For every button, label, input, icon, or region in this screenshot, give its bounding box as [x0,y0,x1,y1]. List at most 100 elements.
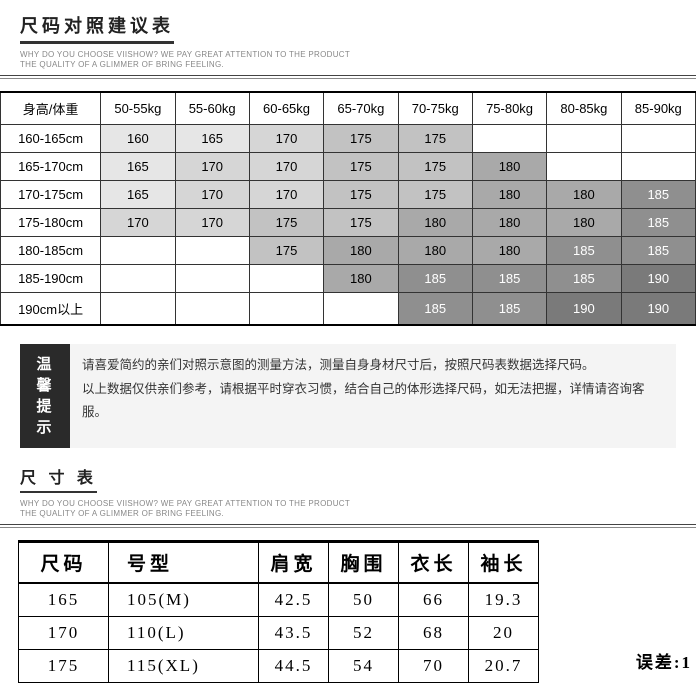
weight-header: 65-70kg [324,92,398,125]
size-subtitle: WHY DO YOU CHOOSE VIISHOW? WE PAY GREAT … [20,499,696,520]
rec-cell [621,152,695,180]
size-cell: 42.5 [259,583,329,617]
rec-cell: 180 [398,236,472,264]
size-cell: 19.3 [469,583,539,617]
size-cell: 110(L) [109,616,259,649]
rec-cell: 170 [101,208,175,236]
rec-cell: 170 [249,180,323,208]
size-cell: 70 [399,649,469,682]
weight-header: 80-85kg [547,92,621,125]
size-header-cell: 号型 [109,541,259,583]
rec-cell: 180 [472,208,546,236]
size-cell: 43.5 [259,616,329,649]
weight-header: 85-90kg [621,92,695,125]
size-header-cell: 衣长 [399,541,469,583]
rec-cell: 170 [249,124,323,152]
rec-cell [472,124,546,152]
rec-cell: 185 [398,264,472,292]
rec-cell: 185 [547,264,621,292]
rec-cell [324,292,398,325]
tip-box: 温馨提示 请喜爱简约的亲们对照示意图的测量方法，测量自身身材尺寸后，按照尺码表数… [20,344,676,448]
height-header: 170-175cm [1,180,101,208]
rec-cell: 165 [175,124,249,152]
rec-cell: 190 [547,292,621,325]
rec-cell: 170 [175,180,249,208]
rec-cell: 175 [249,236,323,264]
rec-subtitle: WHY DO YOU CHOOSE VIISHOW? WE PAY GREAT … [20,50,696,71]
rec-cell [175,292,249,325]
size-header-cell: 尺码 [19,541,109,583]
rec-cell: 170 [175,152,249,180]
size-cell: 20.7 [469,649,539,682]
size-cell: 66 [399,583,469,617]
rec-cell: 175 [324,124,398,152]
rec-cell: 190 [621,292,695,325]
rec-cell: 180 [472,152,546,180]
recommendation-table: 身高/体重50-55kg55-60kg60-65kg65-70kg70-75kg… [0,91,696,326]
rec-cell [101,292,175,325]
rec-cell: 175 [324,180,398,208]
divider [0,75,696,76]
rec-cell: 185 [621,180,695,208]
weight-header: 60-65kg [249,92,323,125]
rec-cell: 165 [101,180,175,208]
weight-header: 75-80kg [472,92,546,125]
rec-cell: 185 [547,236,621,264]
rec-cell: 175 [398,180,472,208]
size-cell: 54 [329,649,399,682]
size-table: 尺码号型肩宽胸围衣长袖长165105(M)42.5506619.3170110(… [18,540,539,683]
size-cell: 175 [19,649,109,682]
rec-cell: 180 [547,208,621,236]
height-header: 160-165cm [1,124,101,152]
rec-cell: 180 [472,180,546,208]
height-header: 185-190cm [1,264,101,292]
tip-label: 温馨提示 [20,344,70,448]
size-cell: 170 [19,616,109,649]
tip-text: 请喜爱简约的亲们对照示意图的测量方法，测量自身身材尺寸后，按照尺码表数据选择尺码… [70,344,676,448]
size-header-cell: 胸围 [329,541,399,583]
size-cell: 50 [329,583,399,617]
rec-cell: 180 [398,208,472,236]
weight-header: 50-55kg [101,92,175,125]
rec-cell: 185 [621,236,695,264]
size-title: 尺 寸 表 [20,464,97,493]
rec-cell [547,124,621,152]
rec-cell: 165 [101,152,175,180]
rec-cell: 175 [398,124,472,152]
rec-cell [249,292,323,325]
size-cell: 52 [329,616,399,649]
rec-cell: 180 [547,180,621,208]
rec-cell: 190 [621,264,695,292]
divider [0,527,696,528]
rec-cell: 160 [101,124,175,152]
size-cell: 20 [469,616,539,649]
rec-cell [249,264,323,292]
size-header-cell: 肩宽 [259,541,329,583]
rec-cell: 185 [621,208,695,236]
weight-header: 55-60kg [175,92,249,125]
rec-cell: 175 [324,208,398,236]
error-label: 误差:1 [636,648,692,673]
rec-title: 尺码对照建议表 [20,12,174,44]
size-cell: 105(M) [109,583,259,617]
rec-cell: 170 [175,208,249,236]
rec-cell: 185 [472,292,546,325]
rec-cell [621,124,695,152]
size-header-cell: 袖长 [469,541,539,583]
height-header: 190cm以上 [1,292,101,325]
rec-cell: 170 [249,152,323,180]
rec-cell: 175 [398,152,472,180]
table-corner: 身高/体重 [1,92,101,125]
divider [0,524,696,525]
height-header: 175-180cm [1,208,101,236]
rec-cell [175,264,249,292]
rec-cell [101,264,175,292]
divider [0,78,696,79]
rec-cell: 175 [324,152,398,180]
height-header: 180-185cm [1,236,101,264]
rec-cell: 175 [249,208,323,236]
rec-cell [547,152,621,180]
rec-cell: 180 [472,236,546,264]
size-cell: 68 [399,616,469,649]
rec-cell [101,236,175,264]
